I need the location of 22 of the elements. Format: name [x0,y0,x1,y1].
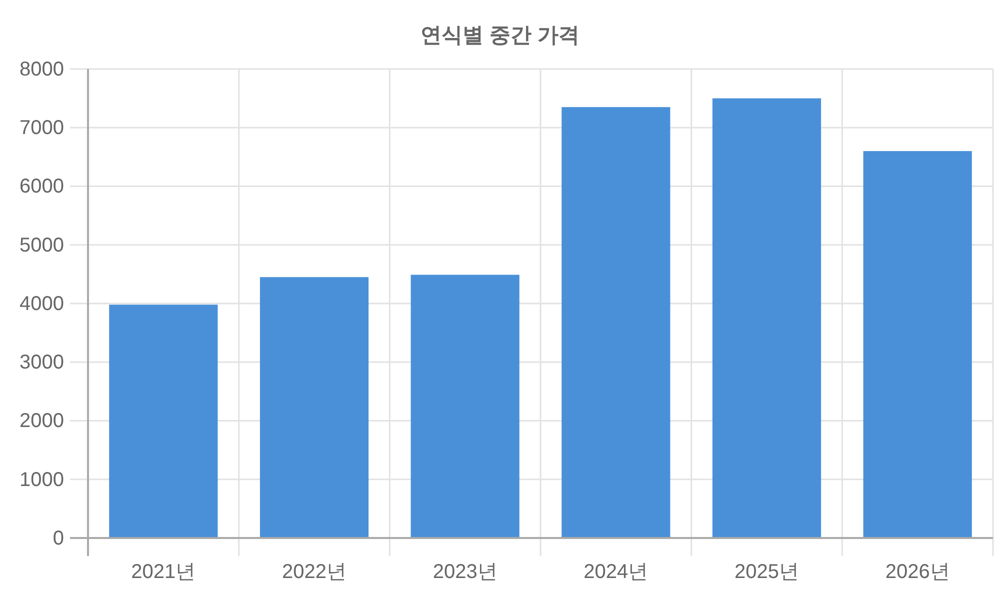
x-tick-label: 2023년 [432,561,498,584]
x-tick-label: 2025년 [734,561,799,584]
bar [712,98,822,538]
bar [562,107,670,538]
y-tick-label: 1000 [20,468,64,491]
y-tick-label: 0 [52,527,64,550]
chart-title: 연식별 중간 가격 [420,24,580,47]
y-tick-label: 3000 [20,352,64,374]
bar [863,151,972,538]
y-tick-label: 7000 [20,117,64,140]
x-tick-label: 2024년 [584,561,648,584]
bar [410,274,520,538]
x-tick-label: 2021년 [131,561,196,584]
y-tick-label: 4000 [20,292,64,315]
x-tick-label: 2026년 [885,561,950,584]
y-tick-label: 8000 [20,58,64,80]
bar [109,304,218,538]
bar [260,277,369,538]
x-tick-label: 2022년 [282,561,346,584]
y-tick-label: 6000 [20,176,64,198]
y-tick-label: 2000 [20,410,64,432]
y-tick-label: 5000 [20,234,64,256]
